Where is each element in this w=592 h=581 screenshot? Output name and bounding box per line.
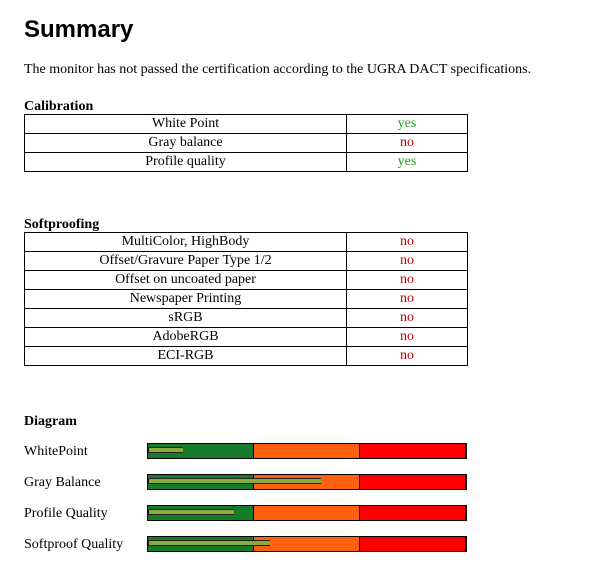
scale-zone <box>360 444 466 458</box>
table-row: ECI-RGB no <box>24 346 468 366</box>
table-row: sRGB no <box>24 308 468 328</box>
title: Summary <box>24 16 134 43</box>
table-row: Profile quality yes <box>24 152 468 172</box>
scale-bar <box>147 443 467 459</box>
section-heading: Softproofing <box>24 217 100 232</box>
scale-bar <box>147 505 467 521</box>
section-heading: Calibration <box>24 99 94 114</box>
row-result: no <box>346 270 468 290</box>
table-row: White Point yes <box>24 114 468 134</box>
section-heading: Diagram <box>24 414 77 429</box>
diagram-label: WhitePoint <box>24 444 88 459</box>
row-label: Offset on uncoated paper <box>24 270 347 290</box>
table-row: Offset/Gravure Paper Type 1/2 no <box>24 251 468 271</box>
row-result: no <box>346 289 468 309</box>
row-result: no <box>346 346 468 366</box>
summary-text: The monitor has not passed the certifica… <box>24 62 532 77</box>
row-result: no <box>346 308 468 328</box>
table-row: Offset on uncoated paper no <box>24 270 468 290</box>
row-result: no <box>346 232 468 252</box>
row-result: yes <box>346 114 468 134</box>
row-label: White Point <box>24 114 347 134</box>
row-label: Gray balance <box>24 133 347 153</box>
table-row: Newspaper Printing no <box>24 289 468 309</box>
scale-bar <box>147 536 467 552</box>
table-row: Gray balance no <box>24 133 468 153</box>
row-label: Profile quality <box>24 152 347 172</box>
indicator <box>148 540 270 546</box>
row-label: sRGB <box>24 308 347 328</box>
scale-zone <box>360 475 466 489</box>
scale-zone <box>254 444 360 458</box>
table-row: AdobeRGB no <box>24 327 468 347</box>
row-result: no <box>346 133 468 153</box>
calibration-table: White Point yes Gray balance no Profile qual… <box>24 114 468 172</box>
row-result: yes <box>346 152 468 172</box>
row-label: AdobeRGB <box>24 327 347 347</box>
indicator <box>148 447 184 453</box>
scale-bar <box>147 474 467 490</box>
diagram-label: Gray Balance <box>24 475 101 490</box>
row-result: no <box>346 251 468 271</box>
softproofing-table: MultiColor, HighBody no Offset/Gravure Pap… <box>24 232 468 366</box>
row-result: no <box>346 327 468 347</box>
indicator <box>148 478 321 484</box>
row-label: MultiColor, HighBody <box>24 232 347 252</box>
row-label: Newspaper Printing <box>24 289 347 309</box>
table-row: MultiColor, HighBody no <box>24 232 468 252</box>
scale-zone <box>254 506 360 520</box>
scale-zone <box>254 537 360 551</box>
scale-zone <box>360 537 466 551</box>
diagram-label: Softproof Quality <box>24 537 124 552</box>
scale-zone <box>360 506 466 520</box>
row-label: Offset/Gravure Paper Type 1/2 <box>24 251 347 271</box>
diagram-label: Profile Quality <box>24 506 108 521</box>
indicator <box>148 509 235 515</box>
row-label: ECI-RGB <box>24 346 347 366</box>
